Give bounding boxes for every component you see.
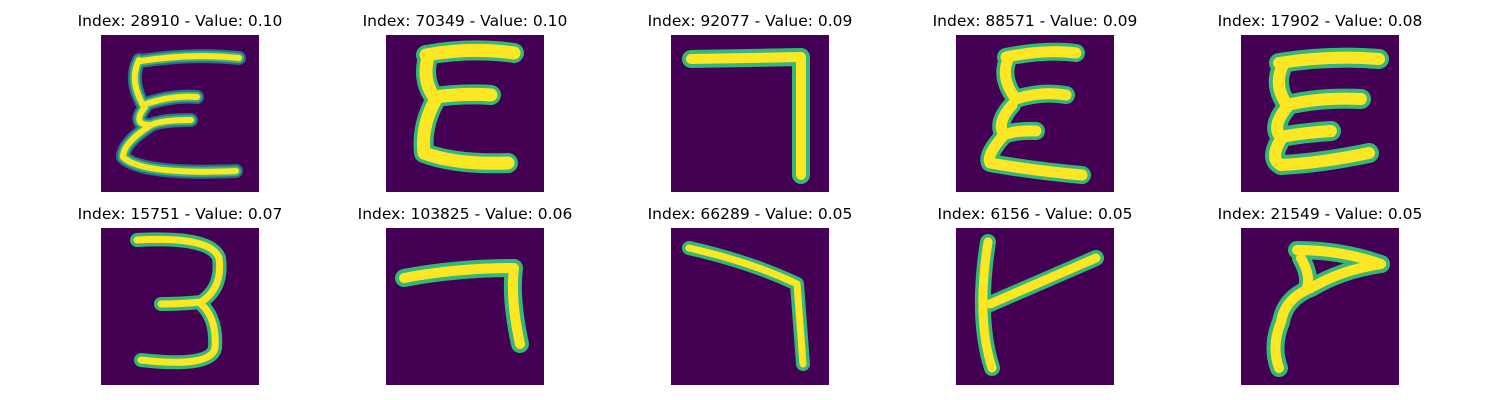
panel-title: Index: 70349 - Value: 0.10 (362, 12, 568, 30)
xi-bold-3-glyph (1265, 47, 1389, 175)
seven-corner-2-glyph (395, 259, 529, 353)
panel-title: Index: 17902 - Value: 0.08 (1217, 12, 1423, 30)
digit-image (101, 35, 259, 192)
panel-title: Index: 15751 - Value: 0.07 (77, 205, 283, 223)
panel-title: Index: 28910 - Value: 0.10 (77, 12, 283, 30)
xi-bold-glyph (413, 40, 524, 174)
panel-title: Index: 88571 - Value: 0.09 (932, 12, 1138, 30)
arrow-curve-glyph (1266, 241, 1390, 377)
digit-image (1241, 228, 1399, 385)
digit-image (956, 35, 1114, 192)
seven-corner-glyph (682, 48, 810, 184)
digit-image (386, 35, 544, 192)
panel-title: Index: 6156 - Value: 0.05 (937, 205, 1133, 223)
xi-bold-2-glyph (980, 42, 1091, 184)
panel-title: Index: 92077 - Value: 0.09 (647, 12, 853, 30)
xi-thin-glyph (116, 49, 246, 179)
lambda-glyph (974, 234, 1104, 376)
digit-image (671, 35, 829, 192)
digit-image (956, 228, 1114, 385)
digit-image (671, 228, 829, 385)
digit-image (1241, 35, 1399, 192)
three-glyph (130, 232, 227, 370)
panel-title: Index: 103825 - Value: 0.06 (357, 205, 573, 223)
digit-image (101, 228, 259, 385)
panel-title: Index: 66289 - Value: 0.05 (647, 205, 853, 223)
digit-image (386, 228, 544, 385)
seven-corner-3-glyph (682, 241, 810, 371)
panel-title: Index: 21549 - Value: 0.05 (1217, 205, 1423, 223)
